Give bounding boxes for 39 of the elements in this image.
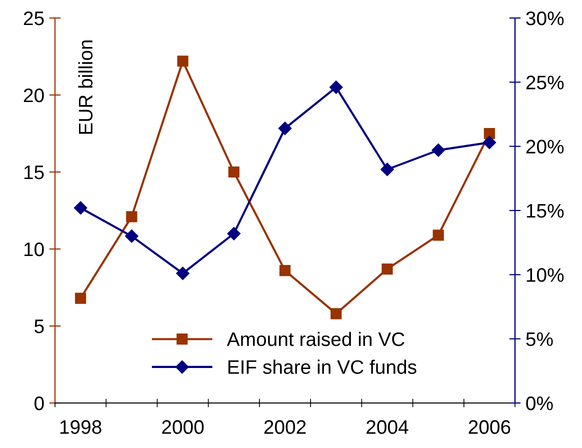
legend-label: EIF share in VC funds [228,360,416,374]
point [279,265,291,276]
y2-tick-label: 15% [526,204,564,218]
point [228,166,240,178]
x-tick-label: 2002 [264,420,306,434]
point [176,266,190,280]
y2-tick-label: 0% [526,396,553,410]
point [432,230,444,241]
y2-tick-label: 30% [526,11,564,26]
y-tick-label: 0 [34,396,44,410]
point [125,230,138,243]
y-tick-label: 15 [24,166,44,180]
point [177,56,188,67]
point [330,308,342,320]
y2-tick-label: 5% [526,332,553,346]
y-tick-label: 10 [24,242,44,256]
point [74,201,88,215]
point [432,144,445,157]
point [278,122,292,135]
point [227,227,240,240]
point [484,128,495,140]
y-axis-title: EUR billion [78,40,93,134]
y2-tick-label: 20% [526,140,564,154]
y2-tick-label: 10% [526,268,564,282]
point [382,263,393,275]
x-tick-label: 2006 [468,420,510,434]
y-tick-label: 5 [34,320,44,334]
point [126,211,138,222]
y2-tick-label: 25% [526,76,564,90]
point [482,136,496,150]
x-tick-label: 2000 [162,420,204,434]
y-tick-label: 20 [24,88,44,102]
x-tick-label: 2004 [366,420,408,434]
point [380,162,394,176]
point [330,80,343,94]
y-tick-label: 25 [24,11,44,26]
legend-label: Amount raised in VC [226,332,404,346]
x-tick-label: 1998 [60,420,102,434]
point [75,292,86,304]
